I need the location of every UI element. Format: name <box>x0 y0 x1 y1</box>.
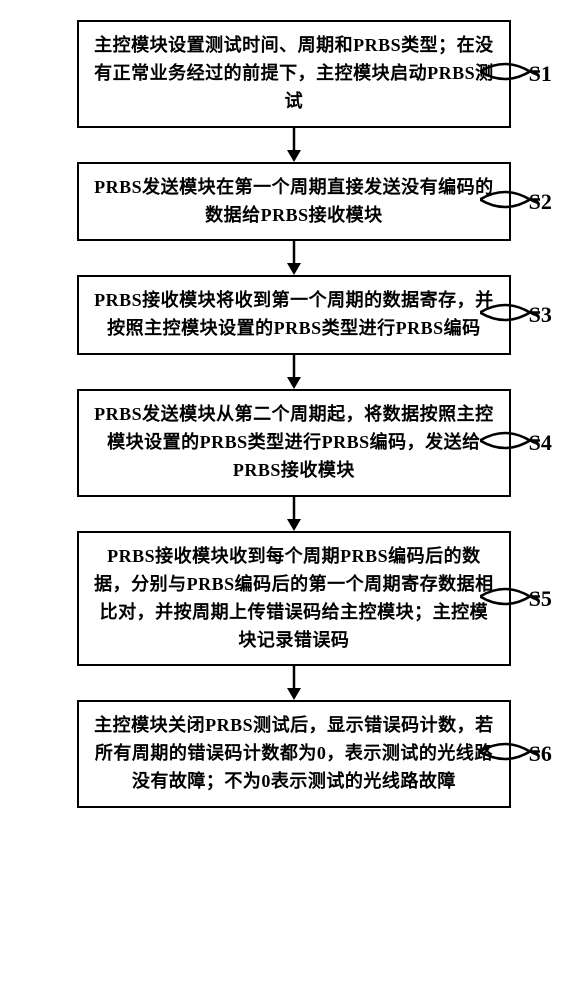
curve-connector <box>480 416 540 471</box>
flow-row: PRBS发送模块从第二个周期起，将数据按照主控模块设置的PRBS类型进行PRBS… <box>20 389 568 497</box>
flow-node-s4: PRBS发送模块从第二个周期起，将数据按照主控模块设置的PRBS类型进行PRBS… <box>77 389 511 497</box>
flow-row: PRBS发送模块在第一个周期直接发送没有编码的数据给PRBS接收模块 S2 <box>20 162 568 242</box>
flow-row: 主控模块关闭PRBS测试后，显示错误码计数，若所有周期的错误码计数都为0，表示测… <box>20 700 568 808</box>
curve-connector <box>480 571 540 626</box>
flow-node-s6: 主控模块关闭PRBS测试后，显示错误码计数，若所有周期的错误码计数都为0，表示测… <box>77 700 511 808</box>
arrow-connector <box>77 497 510 531</box>
arrow-connector <box>77 355 510 389</box>
flow-row: 主控模块设置测试时间、周期和PRBS类型；在没有正常业务经过的前提下，主控模块启… <box>20 20 568 128</box>
curve-connector <box>480 288 540 343</box>
flow-node-s5: PRBS接收模块收到每个周期PRBS编码后的数据，分别与PRBS编码后的第一个周… <box>77 531 511 667</box>
arrow-connector <box>77 241 510 275</box>
curve-connector <box>480 727 540 782</box>
flow-node-s1: 主控模块设置测试时间、周期和PRBS类型；在没有正常业务经过的前提下，主控模块启… <box>77 20 511 128</box>
flow-row: PRBS接收模块收到每个周期PRBS编码后的数据，分别与PRBS编码后的第一个周… <box>20 531 568 667</box>
curve-connector <box>480 46 540 101</box>
curve-connector <box>480 174 540 229</box>
arrow-connector <box>77 128 510 162</box>
flow-node-s2: PRBS发送模块在第一个周期直接发送没有编码的数据给PRBS接收模块 <box>77 162 511 242</box>
arrow-connector <box>77 666 510 700</box>
flow-row: PRBS接收模块将收到第一个周期的数据寄存，并按照主控模块设置的PRBS类型进行… <box>20 275 568 355</box>
flow-node-s3: PRBS接收模块将收到第一个周期的数据寄存，并按照主控模块设置的PRBS类型进行… <box>77 275 511 355</box>
flowchart-container: 主控模块设置测试时间、周期和PRBS类型；在没有正常业务经过的前提下，主控模块启… <box>20 20 568 808</box>
